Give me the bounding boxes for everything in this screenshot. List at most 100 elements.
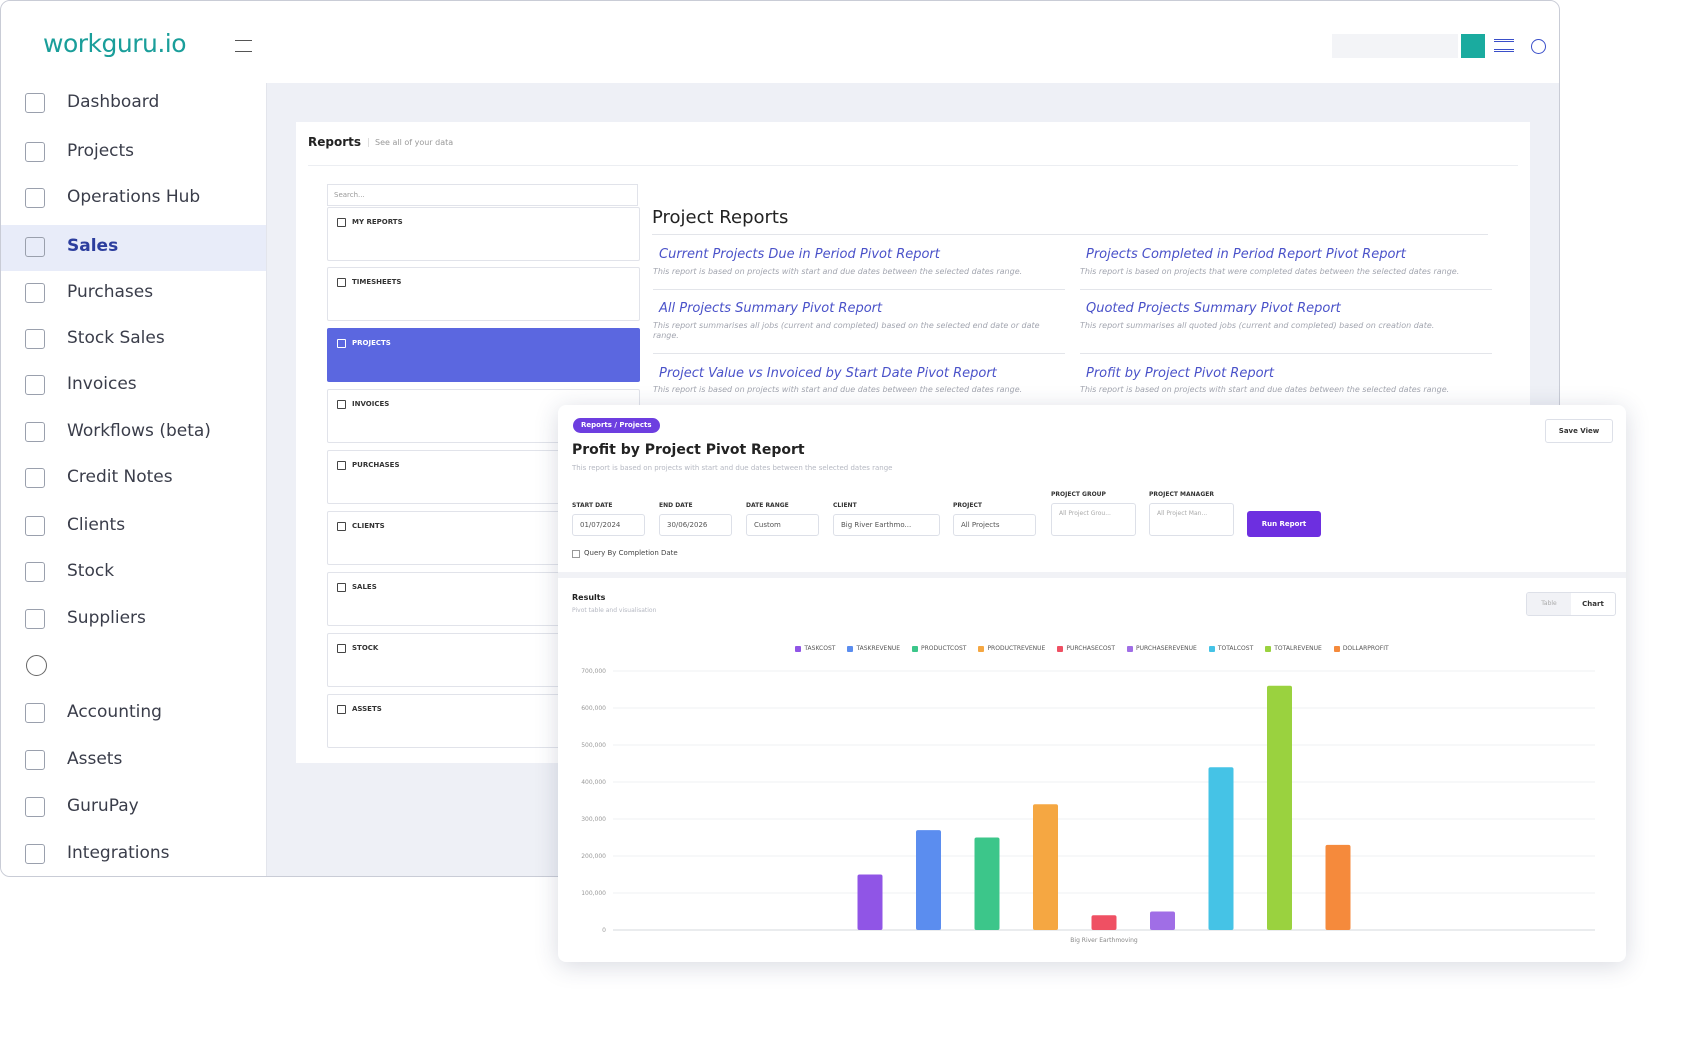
legend-swatch xyxy=(1208,645,1215,652)
nav-icon[interactable] xyxy=(25,609,45,630)
category[interactable]: PROJECTS xyxy=(327,328,640,382)
nav-icon[interactable] xyxy=(25,282,45,303)
checkbox[interactable] xyxy=(572,550,580,558)
bar xyxy=(1325,844,1351,930)
nav-item[interactable]: Stock Sales xyxy=(67,327,165,348)
nav-item[interactable]: Assets xyxy=(67,749,123,769)
results-title: Results xyxy=(572,593,606,602)
report-link[interactable]: Quoted Projects Summary Pivot Report xyxy=(1086,301,1341,316)
nav-item[interactable]: Sales xyxy=(67,236,119,257)
legend-item[interactable]: PURCHASECOST xyxy=(1057,645,1115,652)
category-label[interactable]: MY REPORTS xyxy=(352,218,403,226)
legend-item[interactable]: PURCHASEREVENUE xyxy=(1127,645,1197,652)
category-label[interactable]: ASSETS xyxy=(352,705,382,713)
nav-icon[interactable] xyxy=(25,515,45,536)
nav-icon[interactable] xyxy=(25,422,45,443)
report-link[interactable]: Current Projects Due in Period Pivot Rep… xyxy=(659,247,940,262)
nav-icon[interactable] xyxy=(25,374,45,395)
logo[interactable]: workguru.io xyxy=(43,29,187,58)
nav-item[interactable]: Stock xyxy=(67,560,115,581)
nav-icon[interactable] xyxy=(25,797,45,818)
category-label[interactable]: CLIENTS xyxy=(352,522,385,530)
category[interactable]: MY REPORTS xyxy=(327,207,640,261)
legend-swatch xyxy=(1333,645,1340,652)
y-tick-label: 200,000 xyxy=(581,853,606,860)
clock-icon[interactable] xyxy=(1531,39,1546,54)
filter-input[interactable]: Custom xyxy=(746,514,819,536)
checkbox-label[interactable]: Query By Completion Date xyxy=(584,549,678,557)
filter-input[interactable]: All Project Grou... xyxy=(1051,503,1136,536)
category-label[interactable]: SALES xyxy=(352,583,377,591)
divider xyxy=(1080,289,1492,290)
report-view: Reports / Projects Profit by Project Piv… xyxy=(558,405,1626,962)
nav-icon[interactable] xyxy=(25,843,45,864)
filter-input[interactable]: 30/06/2026 xyxy=(659,514,732,536)
report-link[interactable]: Project Value vs Invoiced by Start Date … xyxy=(659,366,997,381)
bar xyxy=(1267,685,1292,930)
legend-label: TASKCOST xyxy=(804,645,836,652)
category-icon xyxy=(337,339,346,348)
filter-input[interactable]: 01/07/2024 xyxy=(572,514,645,536)
report-search[interactable]: Search... xyxy=(327,184,638,206)
filter-input[interactable]: All Projects xyxy=(953,514,1036,536)
breadcrumb[interactable]: Reports / Projects xyxy=(573,418,660,433)
results-subtitle: Pivot table and visualisation xyxy=(572,607,657,614)
nav-item[interactable]: GuruPay xyxy=(67,796,139,817)
category-label[interactable]: TIMESHEETS xyxy=(352,278,402,286)
nav-icon[interactable] xyxy=(25,750,45,770)
y-tick-label: 700,000 xyxy=(581,668,606,675)
nav-icon[interactable] xyxy=(25,328,45,349)
nav-item[interactable]: Credit Notes xyxy=(67,467,173,488)
filter-input[interactable]: All Project Man... xyxy=(1149,503,1234,536)
filter-input[interactable]: Big River Earthmo... xyxy=(833,514,940,536)
toggle-chart[interactable]: Chart xyxy=(1582,600,1604,608)
nav-item[interactable]: Projects xyxy=(67,140,135,161)
legend-item[interactable]: TASKREVENUE xyxy=(847,645,900,652)
save-view-button[interactable]: Save View xyxy=(1545,419,1613,443)
legend-item[interactable]: TOTALREVENUE xyxy=(1265,645,1322,652)
legend-item[interactable]: TOTALCOST xyxy=(1208,645,1253,652)
y-tick-label: 100,000 xyxy=(581,890,606,897)
nav-icon[interactable] xyxy=(25,702,45,723)
run-report-button[interactable]: Run Report xyxy=(1247,511,1321,537)
nav-icon[interactable] xyxy=(25,561,45,582)
timer-icon[interactable] xyxy=(26,655,47,676)
nav-item[interactable]: Clients xyxy=(67,514,126,535)
category[interactable]: TIMESHEETS xyxy=(327,267,640,321)
nav-item[interactable]: Integrations xyxy=(67,842,170,863)
nav-item[interactable]: Purchases xyxy=(67,281,154,302)
nav-item[interactable]: Accounting xyxy=(67,701,162,722)
bar xyxy=(1150,911,1175,930)
category-icon xyxy=(337,218,346,227)
nav-icon[interactable] xyxy=(25,237,45,258)
toggle-table[interactable]: Table xyxy=(1527,593,1571,615)
category-label[interactable]: PROJECTS xyxy=(352,339,391,347)
legend-item[interactable]: DOLLARPROFIT xyxy=(1333,645,1389,652)
y-tick-label: 0 xyxy=(602,927,606,934)
legend-item[interactable]: PRODUCTREVENUE xyxy=(978,645,1045,652)
report-description: This report is based on projects with st… xyxy=(1080,385,1450,394)
nav-item[interactable]: Dashboard xyxy=(67,92,160,113)
nav-icon[interactable] xyxy=(25,141,45,162)
nav-icon[interactable] xyxy=(25,468,45,489)
legend-item[interactable]: PRODUCTCOST xyxy=(912,645,966,652)
nav-item[interactable]: Operations Hub xyxy=(67,186,201,207)
nav-item[interactable]: Workflows (beta) xyxy=(67,421,211,442)
report-link[interactable]: All Projects Summary Pivot Report xyxy=(659,301,883,316)
list-icon[interactable] xyxy=(1494,39,1514,52)
legend-swatch xyxy=(1265,645,1272,652)
nav-icon[interactable] xyxy=(25,187,45,208)
category-label[interactable]: PURCHASES xyxy=(352,461,400,469)
legend-item[interactable]: TASKCOST xyxy=(795,645,835,652)
menu-toggle[interactable] xyxy=(235,40,252,52)
nav-item[interactable]: Invoices xyxy=(67,373,137,394)
search-box[interactable] xyxy=(1332,34,1458,58)
y-tick-label: 600,000 xyxy=(581,705,606,712)
category-label[interactable]: STOCK xyxy=(352,644,379,652)
search-button[interactable] xyxy=(1461,34,1485,58)
nav-icon[interactable] xyxy=(25,93,45,114)
nav-item[interactable]: Suppliers xyxy=(67,608,146,629)
category-label[interactable]: INVOICES xyxy=(352,400,390,408)
report-link[interactable]: Projects Completed in Period Report Pivo… xyxy=(1086,247,1406,262)
report-link[interactable]: Profit by Project Pivot Report xyxy=(1086,366,1274,381)
